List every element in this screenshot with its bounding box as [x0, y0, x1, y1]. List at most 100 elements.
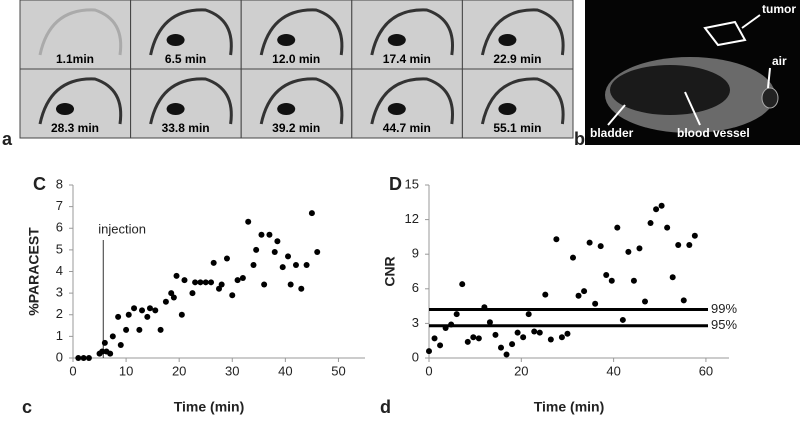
point — [481, 304, 488, 311]
point — [536, 329, 543, 336]
point — [253, 246, 260, 253]
anatomy — [480, 77, 565, 125]
point — [157, 326, 164, 333]
point — [564, 330, 571, 337]
point — [308, 210, 315, 217]
panel-letter: c — [22, 397, 32, 417]
point — [597, 243, 604, 250]
point — [636, 245, 643, 252]
point — [274, 238, 281, 245]
point — [464, 338, 471, 345]
y-tick-label: 6 — [412, 280, 419, 295]
point — [292, 262, 299, 269]
x-tick-label: 50 — [331, 363, 345, 378]
x-tick-label: 0 — [425, 363, 432, 378]
point — [136, 326, 143, 333]
point — [131, 305, 138, 312]
time-label: 44.7 min — [383, 121, 431, 135]
point — [168, 290, 175, 297]
point — [608, 277, 615, 284]
panel-title: C — [33, 174, 46, 194]
panel-letter: d — [380, 397, 391, 417]
arrow — [684, 91, 701, 126]
x-axis-label: Time (min) — [174, 399, 245, 415]
anatomy — [370, 77, 455, 125]
anatomy — [259, 8, 344, 56]
point — [691, 232, 698, 239]
threshold-label: 95% — [711, 317, 737, 332]
point — [498, 344, 504, 351]
x-tick-label: 20 — [172, 363, 186, 378]
point — [603, 271, 610, 278]
point — [266, 231, 273, 238]
point — [303, 262, 310, 269]
point — [99, 348, 106, 355]
point — [558, 334, 565, 341]
point — [642, 298, 648, 305]
anatomy — [38, 77, 123, 125]
point — [146, 305, 153, 312]
y-tick-label: 3 — [412, 315, 419, 330]
point — [675, 241, 682, 248]
point — [570, 254, 576, 261]
anatomy — [166, 34, 185, 46]
point — [229, 292, 236, 299]
point — [431, 335, 438, 342]
point — [139, 307, 146, 314]
x-tick-label: 60 — [699, 363, 713, 378]
x-axis-label: Time (min) — [534, 399, 605, 415]
y-tick-label: 0 — [412, 349, 419, 364]
time-label: 6.5 min — [165, 52, 206, 66]
point — [619, 316, 626, 323]
point — [173, 272, 180, 279]
point — [520, 334, 527, 341]
y-tick-label: 12 — [405, 211, 419, 226]
point — [189, 290, 196, 297]
point — [575, 292, 582, 299]
point — [531, 328, 538, 335]
point — [486, 319, 493, 326]
point — [170, 294, 177, 301]
anatomy — [498, 34, 517, 46]
annotation: tumor — [762, 2, 796, 16]
panel-title: D — [389, 174, 402, 194]
anatomy — [56, 103, 74, 115]
annotation: blood vessel — [677, 126, 750, 140]
point — [210, 259, 217, 266]
point — [271, 249, 278, 256]
anatomy — [259, 77, 344, 125]
y-tick-label: 7 — [56, 198, 63, 213]
time-label: 17.4 min — [383, 52, 431, 66]
anatomy — [498, 103, 517, 115]
x-tick-label: 20 — [514, 363, 528, 378]
point — [625, 248, 632, 255]
time-label: 12.0 min — [272, 52, 320, 66]
point — [514, 329, 521, 336]
point — [647, 220, 654, 227]
point — [115, 313, 122, 320]
y-tick-label: 2 — [56, 306, 63, 321]
time-label: 28.3 min — [51, 121, 99, 135]
point — [614, 224, 621, 231]
point — [258, 231, 265, 238]
point — [669, 274, 676, 281]
point — [592, 300, 599, 307]
point — [298, 285, 305, 292]
point — [448, 321, 455, 328]
panel-letter: a — [2, 129, 13, 149]
x-tick-label: 0 — [69, 363, 76, 378]
point — [152, 307, 159, 314]
point — [314, 249, 321, 256]
point — [475, 335, 482, 342]
anatomy — [610, 65, 730, 115]
arrow — [607, 104, 626, 126]
annotation: injection — [98, 221, 146, 236]
point — [525, 311, 532, 318]
point — [85, 355, 92, 361]
y-tick-label: 0 — [56, 349, 63, 364]
point — [658, 202, 665, 209]
anatomy — [38, 8, 123, 56]
point — [261, 281, 268, 288]
point — [178, 311, 185, 318]
